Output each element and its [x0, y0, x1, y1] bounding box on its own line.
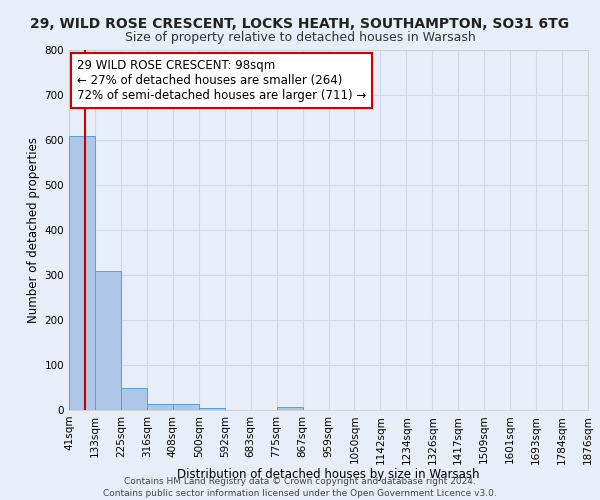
- Text: 29 WILD ROSE CRESCENT: 98sqm
← 27% of detached houses are smaller (264)
72% of s: 29 WILD ROSE CRESCENT: 98sqm ← 27% of de…: [77, 59, 366, 102]
- Bar: [199, 408, 225, 410]
- Y-axis label: Number of detached properties: Number of detached properties: [28, 137, 40, 323]
- Text: Size of property relative to detached houses in Warsash: Size of property relative to detached ho…: [125, 31, 475, 44]
- Bar: [173, 404, 199, 410]
- Text: Contains HM Land Registry data © Crown copyright and database right 2024.
Contai: Contains HM Land Registry data © Crown c…: [103, 476, 497, 498]
- Bar: [121, 388, 147, 410]
- Bar: [95, 270, 121, 410]
- X-axis label: Distribution of detached houses by size in Warsash: Distribution of detached houses by size …: [177, 468, 480, 481]
- Text: 29, WILD ROSE CRESCENT, LOCKS HEATH, SOUTHAMPTON, SO31 6TG: 29, WILD ROSE CRESCENT, LOCKS HEATH, SOU…: [31, 18, 569, 32]
- Bar: [69, 136, 95, 410]
- Bar: [147, 404, 173, 410]
- Bar: [277, 407, 302, 410]
